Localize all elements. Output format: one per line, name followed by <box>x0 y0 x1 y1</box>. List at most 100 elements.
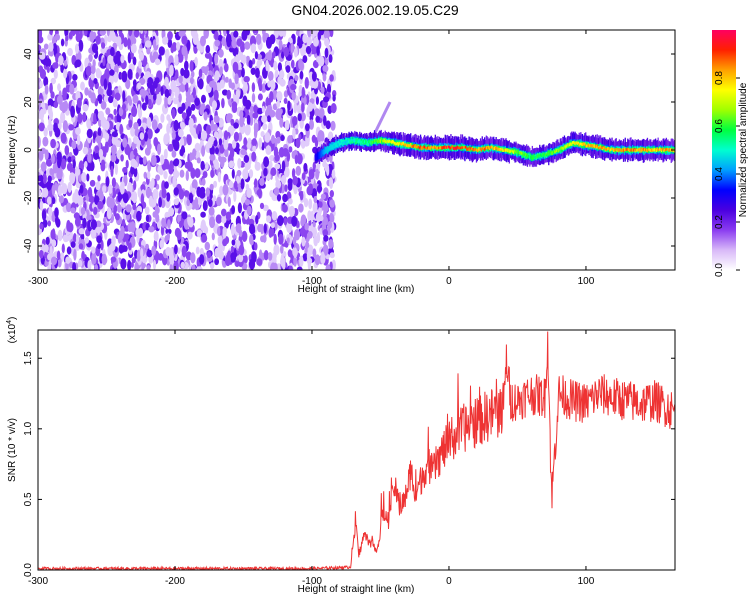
noise-cell <box>270 222 275 229</box>
noise-cell <box>116 150 121 160</box>
noise-cell <box>201 234 208 243</box>
noise-cell <box>282 262 286 270</box>
noise-cell <box>104 34 108 46</box>
signal-cell <box>571 142 573 146</box>
noise-cell <box>166 123 171 135</box>
noise-cell <box>56 250 61 261</box>
signal-cell <box>346 139 348 143</box>
noise-cell <box>169 64 174 77</box>
x-tick-label: 0 <box>446 276 452 287</box>
noise-cell <box>238 244 245 256</box>
signal-cell <box>343 141 345 144</box>
noise-cell <box>231 205 236 214</box>
signal-cell <box>548 151 550 155</box>
noise-cell <box>297 113 302 122</box>
signal-cell <box>480 148 482 152</box>
noise-cell <box>121 218 126 228</box>
noise-cell <box>100 100 107 110</box>
signal-cell <box>484 146 487 150</box>
signal-cell <box>575 141 577 145</box>
noise-cell <box>39 51 46 60</box>
colorbar: 0.0 0.2 0.4 0.6 0.8 Normalized spectral ampl… <box>712 30 749 277</box>
signal-cell <box>470 147 472 150</box>
noise-cell <box>231 139 237 149</box>
signal-cell <box>544 153 547 157</box>
noise-cell <box>152 51 159 60</box>
signal-cell <box>341 138 343 145</box>
signal-cell <box>637 148 639 152</box>
noise-cell <box>69 172 76 185</box>
signal-cell <box>348 140 350 144</box>
noise-cell <box>58 55 64 66</box>
signal-cell <box>475 148 478 151</box>
noise-cell <box>150 154 157 166</box>
signal-cell <box>517 151 519 154</box>
noise-cell <box>70 105 75 118</box>
noise-cell <box>74 193 79 204</box>
signal-cell <box>361 140 363 144</box>
signal-cell <box>340 139 342 145</box>
signal-cell <box>592 145 594 149</box>
noise-cell <box>186 106 192 117</box>
noise-cell <box>47 98 54 108</box>
spectrogram-ylabel: Frequency (Hz) <box>7 116 18 185</box>
noise-cell <box>168 164 174 175</box>
noise-cell <box>130 43 137 54</box>
noise-cell <box>192 148 196 156</box>
noise-cell <box>248 223 256 235</box>
noise-cell <box>291 91 296 101</box>
noise-cell <box>296 153 303 165</box>
noise-cell <box>307 210 312 222</box>
signal-cell <box>597 146 599 149</box>
signal-cell <box>646 148 648 152</box>
noise-cell <box>317 81 322 91</box>
noise-cell <box>288 146 293 153</box>
noise-cell <box>211 232 215 241</box>
noise-cell <box>232 46 239 57</box>
colorbar-tick-label: 0.4 <box>714 167 725 181</box>
spectrogram-plot-area <box>38 30 675 270</box>
noise-cell <box>263 167 268 177</box>
signal-cell <box>530 155 533 158</box>
noise-cell <box>302 55 308 64</box>
signal-cell <box>352 138 354 142</box>
noise-cell <box>217 226 221 236</box>
noise-cell <box>306 250 311 262</box>
noise-cell <box>237 202 242 214</box>
noise-cell <box>179 82 186 93</box>
noise-cell <box>86 128 93 139</box>
signal-cell <box>532 155 534 159</box>
noise-cell <box>276 194 282 202</box>
signal-cell <box>452 145 454 149</box>
noise-cell <box>58 195 64 204</box>
noise-cell <box>311 71 317 82</box>
noise-cell <box>215 147 219 155</box>
signal-cell <box>603 146 605 150</box>
noise-cell <box>74 30 80 36</box>
noise-cell <box>47 33 54 41</box>
noise-cell <box>239 109 244 119</box>
noise-cell <box>132 94 139 104</box>
signal-cell <box>618 148 621 152</box>
signal-cell <box>562 147 565 150</box>
noise-cell <box>127 259 132 270</box>
noise-cell <box>157 122 163 130</box>
noise-cell <box>199 247 204 257</box>
noise-cell <box>78 228 85 235</box>
colorbar-label: Normalized spectral amplitude <box>738 82 749 217</box>
noise-cell <box>42 173 47 185</box>
noise-cell <box>146 264 151 270</box>
signal-cell <box>605 148 607 151</box>
noise-cell <box>312 221 316 228</box>
noise-cell <box>254 178 258 188</box>
signal-cell <box>452 147 455 150</box>
signal-cell <box>535 155 537 160</box>
noise-cell <box>120 258 127 270</box>
noise-cell <box>209 80 215 88</box>
signal-cell <box>636 149 638 152</box>
signal-cell <box>560 147 562 153</box>
colorbar-gradient <box>712 30 736 270</box>
signal-cell <box>411 142 413 148</box>
noise-cell <box>45 158 53 167</box>
noise-cell <box>130 165 135 175</box>
